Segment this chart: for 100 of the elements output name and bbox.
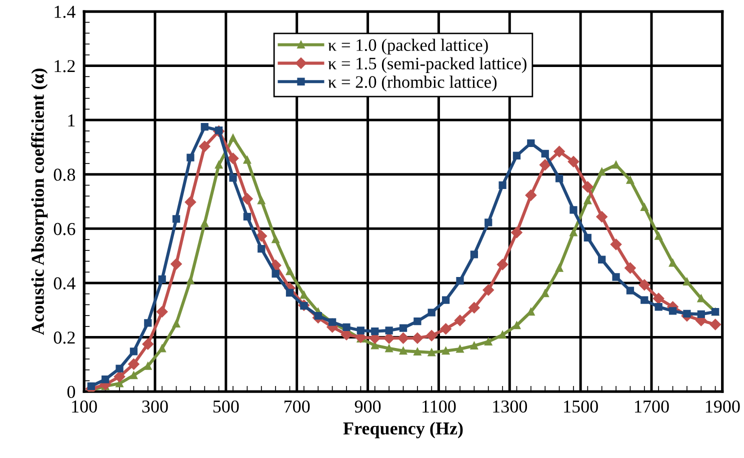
point: [428, 308, 436, 316]
point: [512, 152, 521, 160]
legend-label: κ = 1.5 (semi-packed lattice): [328, 57, 526, 73]
x-tick-label: 1700: [635, 400, 669, 413]
point: [428, 348, 436, 356]
point: [286, 267, 294, 276]
x-tick-label: 500: [213, 400, 239, 413]
point: [482, 284, 494, 296]
point: [87, 382, 95, 390]
point: [612, 161, 620, 169]
point: [624, 262, 636, 274]
point: [568, 156, 580, 168]
point: [142, 338, 154, 350]
y-tick-label: 0.4: [54, 277, 76, 290]
point: [158, 275, 166, 283]
point: [130, 348, 138, 356]
point: [414, 317, 422, 326]
point: [640, 203, 648, 212]
point: [286, 288, 294, 297]
point: [638, 279, 650, 290]
x-tick-label: 1100: [422, 400, 456, 413]
x-tick-label: 1300: [493, 400, 528, 413]
point: [186, 276, 194, 284]
x-tick-label: 100: [72, 400, 97, 413]
point: [300, 291, 308, 299]
y-tick-label: 0.8: [54, 168, 76, 181]
point: [158, 344, 166, 352]
point: [412, 332, 424, 344]
point: [172, 215, 180, 223]
point: [314, 312, 322, 320]
point: [258, 244, 266, 253]
point: [468, 302, 480, 314]
point: [229, 174, 237, 182]
point: [426, 330, 438, 342]
point: [697, 310, 705, 318]
x-axis-title: Frequency (Hz): [343, 422, 463, 438]
point: [199, 140, 210, 152]
point: [555, 264, 564, 272]
point: [652, 292, 664, 304]
point: [385, 344, 393, 352]
y-tick-label: 1.4: [54, 6, 76, 18]
point: [116, 364, 124, 372]
point: [470, 250, 478, 258]
point: [272, 270, 280, 278]
point: [498, 331, 506, 339]
point: [414, 348, 422, 356]
point: [227, 152, 239, 164]
point: [612, 273, 620, 281]
point: [598, 256, 606, 264]
point: [200, 219, 208, 228]
point: [184, 196, 196, 208]
point: [697, 294, 705, 302]
point: [512, 322, 521, 330]
y-tick-label: 1.2: [54, 60, 75, 72]
point: [342, 323, 350, 332]
point: [356, 326, 365, 334]
point: [454, 314, 466, 326]
point: [610, 238, 622, 250]
legend-label: κ = 2.0 (rhombic lattice): [328, 76, 497, 92]
point: [683, 310, 691, 318]
y-tick-label: 0.2: [54, 332, 75, 344]
point: [272, 235, 280, 244]
point: [371, 342, 379, 350]
point: [258, 196, 266, 204]
point: [156, 306, 168, 318]
point: [554, 146, 565, 158]
point: [626, 176, 634, 184]
point: [570, 206, 578, 214]
legend-label: κ = 1.0 (packed lattice): [328, 38, 488, 54]
point: [144, 319, 152, 327]
point: [541, 150, 549, 158]
point: [215, 161, 223, 169]
point: [398, 332, 409, 344]
point: [371, 327, 379, 336]
point: [640, 296, 648, 304]
point: [710, 318, 721, 330]
point: [541, 289, 549, 298]
y-tick-label: 0.6: [54, 222, 76, 236]
point: [484, 218, 492, 226]
point: [456, 345, 464, 353]
point: [484, 338, 492, 346]
point: [498, 181, 506, 190]
point: [570, 228, 578, 236]
point: [654, 303, 662, 311]
point: [385, 326, 393, 334]
point: [186, 154, 194, 162]
y-tick-label: 1: [68, 114, 75, 126]
point: [496, 258, 508, 270]
point: [511, 226, 522, 238]
point: [114, 371, 126, 382]
point: [527, 308, 535, 316]
point: [256, 230, 267, 242]
x-tick-label: 700: [284, 400, 310, 413]
point: [525, 190, 537, 201]
point: [399, 347, 408, 355]
point: [540, 159, 551, 170]
x-tick-label: 300: [142, 400, 168, 413]
point: [200, 123, 208, 131]
point: [442, 347, 450, 355]
x-tick-label: 1900: [706, 400, 740, 413]
